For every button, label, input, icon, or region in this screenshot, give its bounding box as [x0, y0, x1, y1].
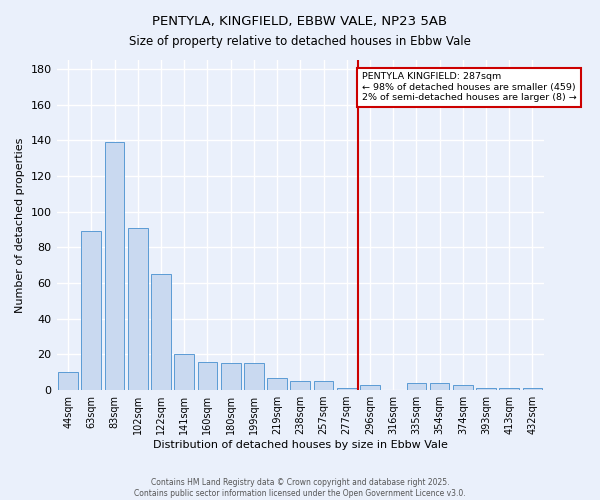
Bar [407, 383, 426, 390]
Text: Contains HM Land Registry data © Crown copyright and database right 2025.
Contai: Contains HM Land Registry data © Crown c… [134, 478, 466, 498]
Bar [314, 381, 334, 390]
Bar [499, 388, 519, 390]
Text: PENTYLA KINGFIELD: 287sqm
← 98% of detached houses are smaller (459)
2% of semi-: PENTYLA KINGFIELD: 287sqm ← 98% of detac… [362, 72, 577, 102]
Bar [58, 372, 78, 390]
Bar [82, 232, 101, 390]
Bar [523, 388, 542, 390]
Bar [290, 381, 310, 390]
Text: Size of property relative to detached houses in Ebbw Vale: Size of property relative to detached ho… [129, 35, 471, 48]
Bar [221, 364, 241, 390]
Bar [360, 384, 380, 390]
X-axis label: Distribution of detached houses by size in Ebbw Vale: Distribution of detached houses by size … [153, 440, 448, 450]
Bar [244, 364, 264, 390]
Bar [197, 362, 217, 390]
Bar [105, 142, 124, 390]
Bar [453, 384, 473, 390]
Y-axis label: Number of detached properties: Number of detached properties [15, 138, 25, 312]
Bar [151, 274, 171, 390]
Bar [128, 228, 148, 390]
Bar [430, 383, 449, 390]
Bar [337, 388, 356, 390]
Bar [267, 378, 287, 390]
Bar [476, 388, 496, 390]
Bar [175, 354, 194, 390]
Text: PENTYLA, KINGFIELD, EBBW VALE, NP23 5AB: PENTYLA, KINGFIELD, EBBW VALE, NP23 5AB [152, 15, 448, 28]
